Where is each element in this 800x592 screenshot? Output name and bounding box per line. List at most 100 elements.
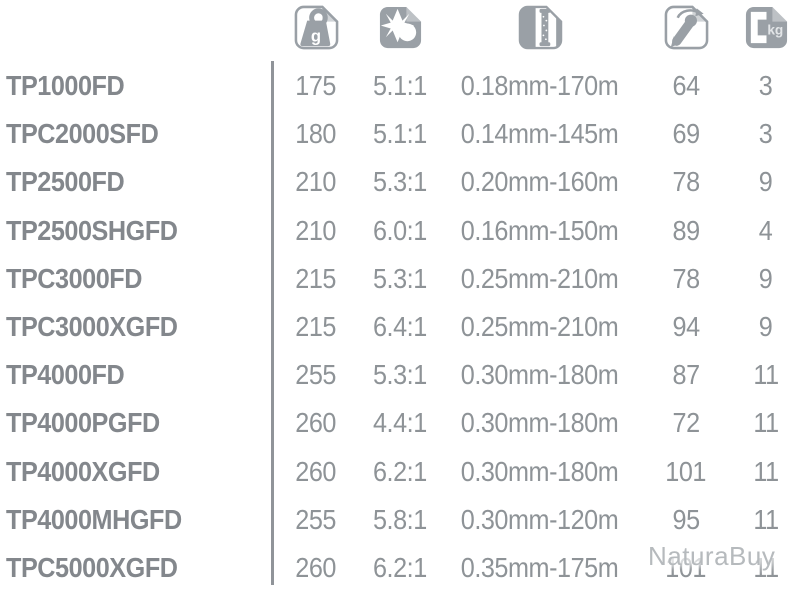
gear-ratio-value: 6.2:1 [360,456,440,488]
drag-value: 3 [732,118,800,150]
line-capacity-value-text: 0.30mm-120m [461,503,619,535]
weight-value-text: 260 [295,407,337,439]
model-name: TPC3000FD [0,263,272,295]
gear-ratio-icon [360,2,440,52]
gear-ratio-value-text: 5.3:1 [373,262,427,294]
gear-ratio-value-text: 5.1:1 [373,70,427,102]
retrieve-value-text: 72 [672,407,700,439]
model-name-text: TP2500FD [6,166,125,198]
gear-ratio-value-text: 5.1:1 [373,118,427,150]
weight-value: 215 [272,263,360,295]
line-capacity-value: 0.30mm-120m [440,504,640,536]
weight-value: 260 [272,552,360,584]
gear-ratio-value: 5.1:1 [360,70,440,102]
line-capacity-value-text: 0.16mm-150m [461,214,619,246]
model-name-text: TP4000MHGFD [6,503,182,535]
drag-value: 11 [732,359,800,391]
drag-value-text: 4 [759,214,773,246]
drag-value-text: 11 [753,359,779,391]
retrieve-value: 95 [640,504,732,536]
drag-value: 9 [732,166,800,198]
drag-value-text: 11 [753,455,779,487]
retrieve-value: 101 [640,552,732,584]
retrieve-value: 87 [640,359,732,391]
weight-value-text: 215 [295,311,337,343]
naturabuy-watermark: NaturaBuy [648,541,776,571]
retrieve-value-text: 78 [672,166,700,198]
retrieve-value: 64 [640,70,732,102]
model-name: TP2500SHGFD [0,215,272,247]
weight-value: 215 [272,311,360,343]
gear-ratio-value-text: 6.2:1 [373,551,427,583]
retrieve-value: 78 [640,166,732,198]
gear-ratio-value: 5.3:1 [360,166,440,198]
line-capacity-value-text: 0.20mm-160m [461,166,619,198]
weight-value: 175 [272,70,360,102]
table-row: TP4000FD 255 5.3:1 0.30mm-180m 87 11 [0,351,800,399]
max-drag-icon-svg: kg [745,6,787,48]
gear-ratio-value-text: 5.8:1 [373,503,427,535]
weight-icon-svg: g [294,5,338,49]
gear-ratio-value-text: 6.2:1 [373,455,427,487]
line-capacity-value-text: 0.14mm-145m [461,118,619,150]
table-row: TPC3000FD 215 5.3:1 0.25mm-210m 78 9 [0,255,800,303]
weight-value: 255 [272,504,360,536]
model-column-spacer [0,2,272,52]
gear-ratio-value-text: 5.3:1 [373,166,427,198]
crank-retrieve-icon-svg [664,5,708,49]
line-capacity-value: 0.16mm-150m [440,215,640,247]
line-capacity-icon [440,2,640,52]
drag-value: 3 [732,70,800,102]
weight-value: 260 [272,456,360,488]
max-drag-icon: kg [732,2,800,52]
weight-value-text: 255 [295,359,337,391]
gear-ratio-value: 5.8:1 [360,504,440,536]
weight-icon: g [272,2,360,52]
retrieve-value-text: 64 [672,70,700,102]
weight-value-text: 215 [295,262,337,294]
drag-value: 11 [732,456,800,488]
drag-value: 9 [732,263,800,295]
gear-ratio-value: 5.3:1 [360,263,440,295]
line-capacity-value-text: 0.25mm-210m [461,311,619,343]
model-name-text: TPC5000XGFD [6,551,178,583]
model-name-text: TP2500SHGFD [6,214,178,246]
drag-value-text: 11 [753,551,779,583]
gear-ratio-value: 6.4:1 [360,311,440,343]
model-name-text: TPC3000FD [6,262,143,294]
retrieve-value: 69 [640,118,732,150]
model-name: TP2500FD [0,166,272,198]
table-row: TPC2000SFD 180 5.1:1 0.14mm-145m 69 3 [0,110,800,158]
retrieve-value: 94 [640,311,732,343]
retrieve-value-text: 78 [672,262,700,294]
table-header: g [0,2,800,52]
retrieve-value: 89 [640,215,732,247]
model-name-text: TPC3000XGFD [6,311,178,343]
table-row: TPC5000XGFD 260 6.2:1 0.35mm-175m 101 11 [0,544,800,592]
drag-value-text: 3 [759,118,773,150]
line-capacity-icon-svg [518,5,562,49]
weight-value-text: 255 [295,503,337,535]
drag-value-text: 11 [753,407,779,439]
model-name: TP4000MHGFD [0,504,272,536]
drag-value-text: 9 [759,262,773,294]
drag-value-text: 9 [759,166,773,198]
weight-icon-glyph: g [310,26,320,45]
weight-value-text: 210 [295,166,337,198]
weight-value-text: 260 [295,455,337,487]
model-name-text: TPC2000SFD [6,118,159,150]
drag-value: 11 [732,552,800,584]
gear-ratio-value-text: 5.3:1 [373,359,427,391]
table-row: TP2500SHGFD 210 6.0:1 0.16mm-150m 89 4 [0,207,800,255]
crank-retrieve-icon [640,2,732,52]
line-capacity-value: 0.35mm-175m [440,552,640,584]
line-capacity-value-text: 0.30mm-180m [461,359,619,391]
line-capacity-value-text: 0.35mm-175m [461,551,619,583]
line-capacity-value-text: 0.25mm-210m [461,262,619,294]
drag-value: 11 [732,407,800,439]
table-row: TP4000MHGFD 255 5.8:1 0.30mm-120m 95 11 [0,496,800,544]
gear-ratio-icon-svg [379,6,421,48]
table-row: TP4000PGFD 260 4.4:1 0.30mm-180m 72 11 [0,399,800,447]
model-name: TP4000FD [0,359,272,391]
